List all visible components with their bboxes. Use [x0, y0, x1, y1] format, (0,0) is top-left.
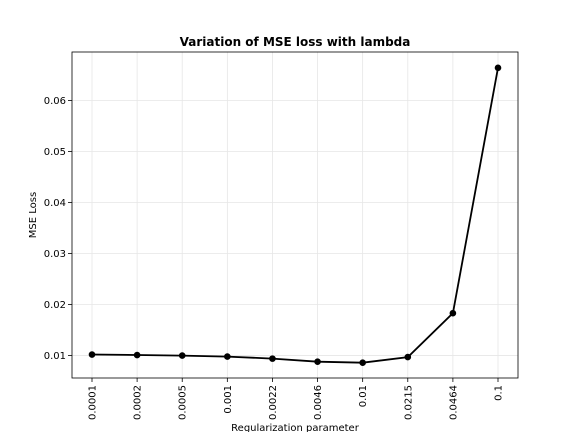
y-tick-label: 0.06: [44, 96, 66, 107]
x-tick-label: 0.0002: [133, 385, 144, 420]
data-point: [269, 355, 276, 362]
grid-lines: [72, 52, 518, 378]
data-point: [404, 353, 412, 361]
x-axis-label: Regularization parameter: [231, 423, 360, 432]
x-tick-label: 0.1: [494, 385, 505, 401]
data-point: [178, 352, 186, 359]
y-tick-label: 0.02: [44, 300, 66, 311]
x-tick-label: 0.0046: [313, 385, 324, 420]
axis-ticks: [68, 100, 499, 382]
x-tick-label: 0.0464: [448, 385, 459, 420]
chart-title: Variation of MSE loss with lambda: [180, 35, 411, 49]
x-tick-label: 0.0022: [268, 385, 279, 420]
data-point: [494, 64, 502, 72]
series-line: [91, 67, 499, 364]
x-tick-label: 0.0215: [403, 385, 414, 420]
x-tick-label: 0.001: [223, 385, 234, 414]
plot-frame: [71, 51, 519, 379]
data-point: [314, 358, 321, 365]
y-tick-label: 0.01: [44, 351, 66, 362]
data-point: [88, 351, 96, 358]
data-point: [224, 353, 231, 360]
y-tick-label: 0.04: [44, 198, 66, 209]
data-points: [88, 64, 502, 366]
x-tick-label: 0.01: [358, 385, 369, 407]
x-tick-label: 0.0001: [88, 385, 99, 420]
data-point: [359, 359, 366, 366]
data-point: [133, 351, 141, 359]
y-tick-label: 0.03: [44, 249, 66, 260]
y-tick-label: 0.05: [44, 147, 66, 158]
x-tick-label: 0.0005: [178, 385, 189, 420]
data-point: [449, 309, 457, 317]
y-axis-label: MSE Loss: [28, 192, 39, 238]
tick-labels: 0.0001 0.0002 0.0005 0.001 0.0022 0.0046 0.01 0…: [44, 96, 505, 420]
